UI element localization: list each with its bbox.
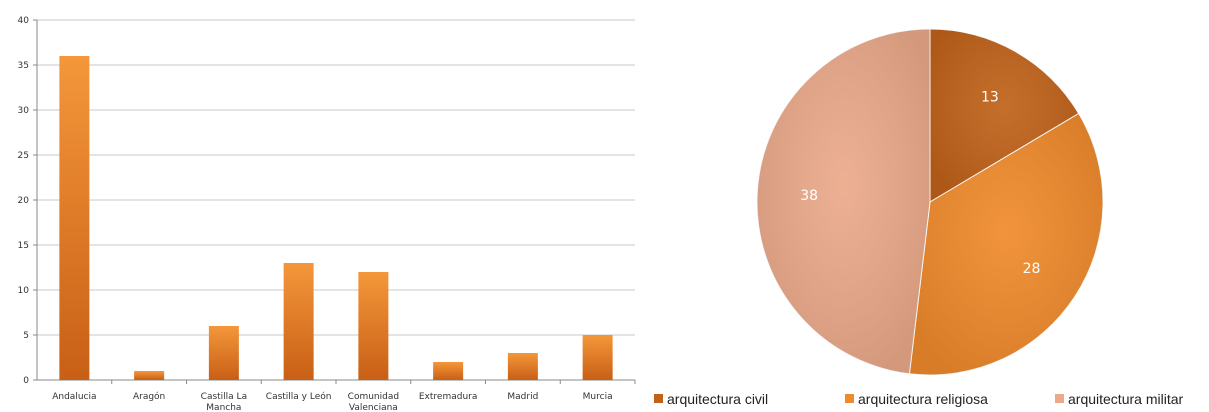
bar [134, 371, 165, 380]
legend: arquitectura civil arquitectura religiosa… [654, 391, 1183, 407]
legend-swatch [654, 394, 663, 403]
legend-swatch [1055, 394, 1064, 403]
pie-data-labels: 13 28 38 [800, 90, 1040, 277]
y-tick-label: 20 [18, 196, 30, 206]
gridlines [33, 19, 636, 384]
x-tick-label: Aragón [133, 391, 165, 402]
pie-data-label: 13 [981, 90, 999, 106]
y-tick-label: 40 [18, 16, 30, 26]
y-tick-label: 25 [18, 151, 29, 161]
y-tick-label: 15 [18, 241, 29, 251]
legend-label: arquitectura militar [1068, 391, 1183, 407]
bar [208, 326, 239, 380]
legend-label: arquitectura civil [667, 391, 768, 407]
bar [283, 263, 314, 380]
pie-chart: 13 28 38 arquitectura civil arquitectura re… [654, 28, 1183, 407]
x-tick-label: Castilla y León [266, 391, 332, 402]
bar [59, 56, 90, 380]
pie-slice-shade [757, 29, 930, 374]
legend-swatch [845, 394, 854, 403]
x-tick-label: Murcia [583, 392, 613, 402]
y-tick-label: 0 [23, 376, 29, 386]
bar [433, 362, 464, 380]
y-tick-label: 35 [18, 61, 29, 71]
pie-slice-shade [930, 29, 1079, 202]
y-tick-label: 5 [23, 331, 29, 341]
bar [582, 335, 613, 380]
x-tick-label: Madrid [507, 392, 538, 402]
pie-data-label: 38 [800, 188, 818, 204]
pie-slice-shade [909, 113, 1103, 375]
x-tick-label: Castilla La Mancha [201, 392, 247, 412]
bars [59, 56, 613, 380]
bar-chart: 0 5 10 15 20 25 30 35 40 Andalucia Aragón Castilla… [18, 16, 636, 412]
legend-label: arquitectura religiosa [858, 391, 988, 407]
y-axis-ticks: 0 5 10 15 20 25 30 35 40 [18, 16, 30, 386]
x-tick-label: Andalucia [52, 392, 96, 402]
bar [507, 353, 538, 380]
y-tick-label: 10 [18, 286, 30, 296]
y-tick-label: 30 [18, 106, 30, 116]
x-tick-label: Comunidad Valenciana [348, 392, 399, 412]
x-axis-ticks: Andalucia Aragón Castilla La Mancha Castilla… [52, 391, 612, 412]
pie-data-label: 28 [1023, 261, 1041, 277]
pie-slices [756, 28, 1104, 376]
x-tick-label: Extremadura [419, 392, 478, 402]
bar [358, 272, 389, 380]
